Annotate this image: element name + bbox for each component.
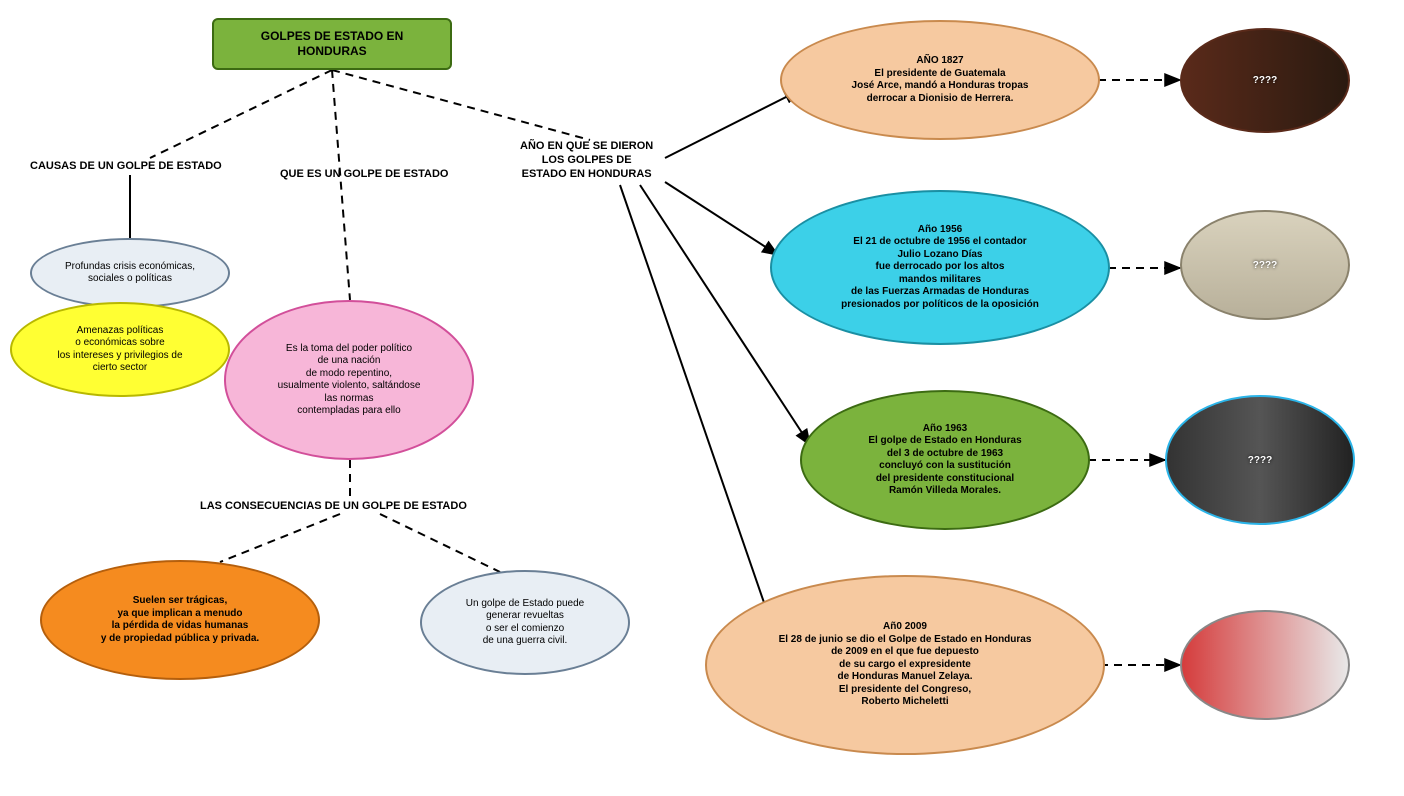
photo-1956-caption: ???? bbox=[1253, 260, 1277, 271]
node-1956-text: Año 1956 El 21 de octubre de 1956 el con… bbox=[841, 224, 1039, 312]
node-1827-text: AÑO 1827 El presidente de Guatemala José… bbox=[852, 55, 1029, 105]
node-1963-text: Año 1963 El golpe de Estado en Honduras … bbox=[868, 423, 1021, 498]
node-cause1: Profundas crisis económicas, sociales o … bbox=[30, 238, 230, 308]
node-2009-text: Añ0 2009 El 28 de junio se dio el Golpe … bbox=[779, 621, 1032, 709]
node-1956: Año 1956 El 21 de octubre de 1956 el con… bbox=[770, 190, 1110, 345]
photo-1963-caption: ???? bbox=[1248, 455, 1272, 466]
label-anio: AÑO EN QUE SE DIERON LOS GOLPES DE ESTAD… bbox=[520, 140, 653, 181]
photo-2009 bbox=[1180, 610, 1350, 720]
photo-1956: ???? bbox=[1180, 210, 1350, 320]
node-2009: Añ0 2009 El 28 de junio se dio el Golpe … bbox=[705, 575, 1105, 755]
node-1963: Año 1963 El golpe de Estado en Honduras … bbox=[800, 390, 1090, 530]
node-cons2-text: Un golpe de Estado puede generar revuelt… bbox=[466, 598, 584, 648]
node-root: GOLPES DE ESTADO EN HONDURAS bbox=[212, 18, 452, 70]
node-cause2: Amenazas políticas o económicas sobre lo… bbox=[10, 302, 230, 397]
node-root-text: GOLPES DE ESTADO EN HONDURAS bbox=[226, 29, 438, 59]
node-cons2: Un golpe de Estado puede generar revuelt… bbox=[420, 570, 630, 675]
label-causas: CAUSAS DE UN GOLPE DE ESTADO bbox=[30, 160, 222, 174]
node-1827: AÑO 1827 El presidente de Guatemala José… bbox=[780, 20, 1100, 140]
photo-1963: ???? bbox=[1165, 395, 1355, 525]
photo-1827: ???? bbox=[1180, 28, 1350, 133]
label-consecuencias: LAS CONSECUENCIAS DE UN GOLPE DE ESTADO bbox=[200, 500, 467, 514]
node-cons1: Suelen ser trágicas, ya que implican a m… bbox=[40, 560, 320, 680]
node-cons1-text: Suelen ser trágicas, ya que implican a m… bbox=[101, 595, 259, 645]
label-quees: QUE ES UN GOLPE DE ESTADO bbox=[280, 168, 449, 182]
concept-map-canvas: GOLPES DE ESTADO EN HONDURAS CAUSAS DE U… bbox=[0, 0, 1404, 796]
node-definition: Es la toma del poder político de una nac… bbox=[224, 300, 474, 460]
node-def-text: Es la toma del poder político de una nac… bbox=[278, 343, 421, 418]
node-cause2-text: Amenazas políticas o económicas sobre lo… bbox=[57, 325, 182, 375]
photo-1827-caption: ???? bbox=[1253, 75, 1277, 86]
node-cause1-text: Profundas crisis económicas, sociales o … bbox=[65, 261, 195, 286]
